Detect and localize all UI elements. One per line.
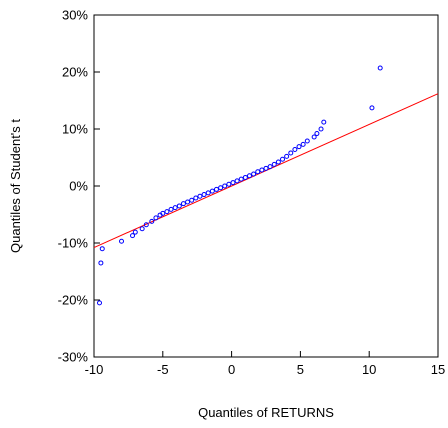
plot-frame [93,14,439,358]
data-point [377,65,383,71]
data-point [321,119,327,125]
x-tick-label: 15 [431,362,445,377]
data-point [139,226,145,232]
data-point [149,218,155,224]
data-point [143,222,149,228]
y-tick-label: 30% [62,8,88,23]
data-points [97,65,383,306]
data-point [246,173,252,179]
data-point [238,176,244,182]
data-point [130,233,136,239]
y-tick-label: -10% [58,236,89,251]
data-point [189,197,195,203]
data-point [226,181,232,187]
y-axis-label: Quantiles of Student's t [8,119,23,253]
x-axis: -10 -5 0 5 10 15 [85,351,445,377]
y-tick-label: -20% [58,293,89,308]
x-axis-label: Quantiles of RETURNS [198,405,334,420]
data-point [201,192,207,198]
data-point [193,195,199,201]
data-point [185,199,191,205]
data-point [132,229,138,235]
data-point [164,209,170,215]
y-tick-label: 20% [62,65,88,80]
data-point [369,105,375,111]
data-point [259,167,265,173]
data-point [275,159,281,165]
data-point [97,300,103,306]
data-point [314,131,320,137]
data-point [251,171,257,177]
data-point [168,206,174,212]
data-point [288,150,294,156]
data-point [209,188,215,194]
data-point [153,215,159,221]
data-point [119,238,125,244]
x-tick-label: -5 [157,362,169,377]
data-point [180,201,186,207]
y-axis: 30% 20% 10% 0% -10% -20% -30% [58,8,100,365]
data-point [292,147,298,153]
y-tick-label: -30% [58,350,89,365]
data-point [213,186,219,192]
data-point [263,165,269,171]
data-point [218,185,224,191]
data-point [267,164,273,170]
data-point [300,141,306,147]
data-point [98,260,104,266]
data-point [234,178,240,184]
data-point [280,156,286,162]
x-tick-label: 0 [228,362,235,377]
y-tick-label: 10% [62,122,88,137]
data-point [311,134,317,140]
x-tick-label: 5 [297,362,304,377]
data-point [296,144,302,150]
data-point [304,138,310,144]
data-point [271,161,277,167]
data-point [197,193,203,199]
data-point [205,190,211,196]
data-point [172,205,178,211]
x-tick-label: -10 [85,362,104,377]
data-point [222,183,228,189]
y-tick-label: 0% [69,179,88,194]
data-point [318,126,324,132]
data-point [255,169,261,175]
data-point [242,174,248,180]
data-point [230,180,236,186]
data-point [99,246,105,252]
data-point [284,153,290,159]
data-point [160,210,166,216]
data-point [176,203,182,209]
x-tick-label: 10 [362,362,376,377]
